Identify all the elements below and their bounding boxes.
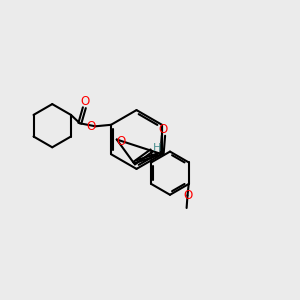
Text: O: O [81, 95, 90, 109]
Text: O: O [116, 134, 125, 148]
Text: O: O [87, 120, 96, 133]
Text: H: H [153, 143, 161, 153]
Text: O: O [159, 123, 168, 136]
Text: O: O [183, 189, 192, 202]
